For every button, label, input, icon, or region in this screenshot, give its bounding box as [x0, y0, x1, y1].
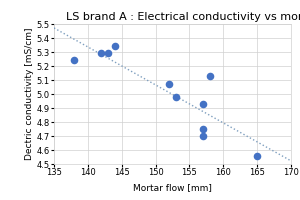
Y-axis label: Dectric conductivity [mS/cm]: Dectric conductivity [mS/cm]: [25, 28, 34, 160]
Point: [207, 74, 212, 77]
X-axis label: Mortar flow [mm]: Mortar flow [mm]: [133, 183, 212, 192]
Point: [201, 127, 206, 131]
Point: [201, 102, 206, 105]
Text: LS brand A : Electrical conductivity vs mortar flow: LS brand A : Electrical conductivity vs …: [66, 12, 300, 22]
Point: [201, 134, 206, 138]
Point: [99, 52, 104, 55]
Point: [112, 45, 117, 48]
Point: [173, 95, 178, 98]
Point: [167, 83, 172, 86]
Point: [106, 52, 111, 55]
Point: [255, 154, 260, 157]
Point: [72, 59, 77, 62]
